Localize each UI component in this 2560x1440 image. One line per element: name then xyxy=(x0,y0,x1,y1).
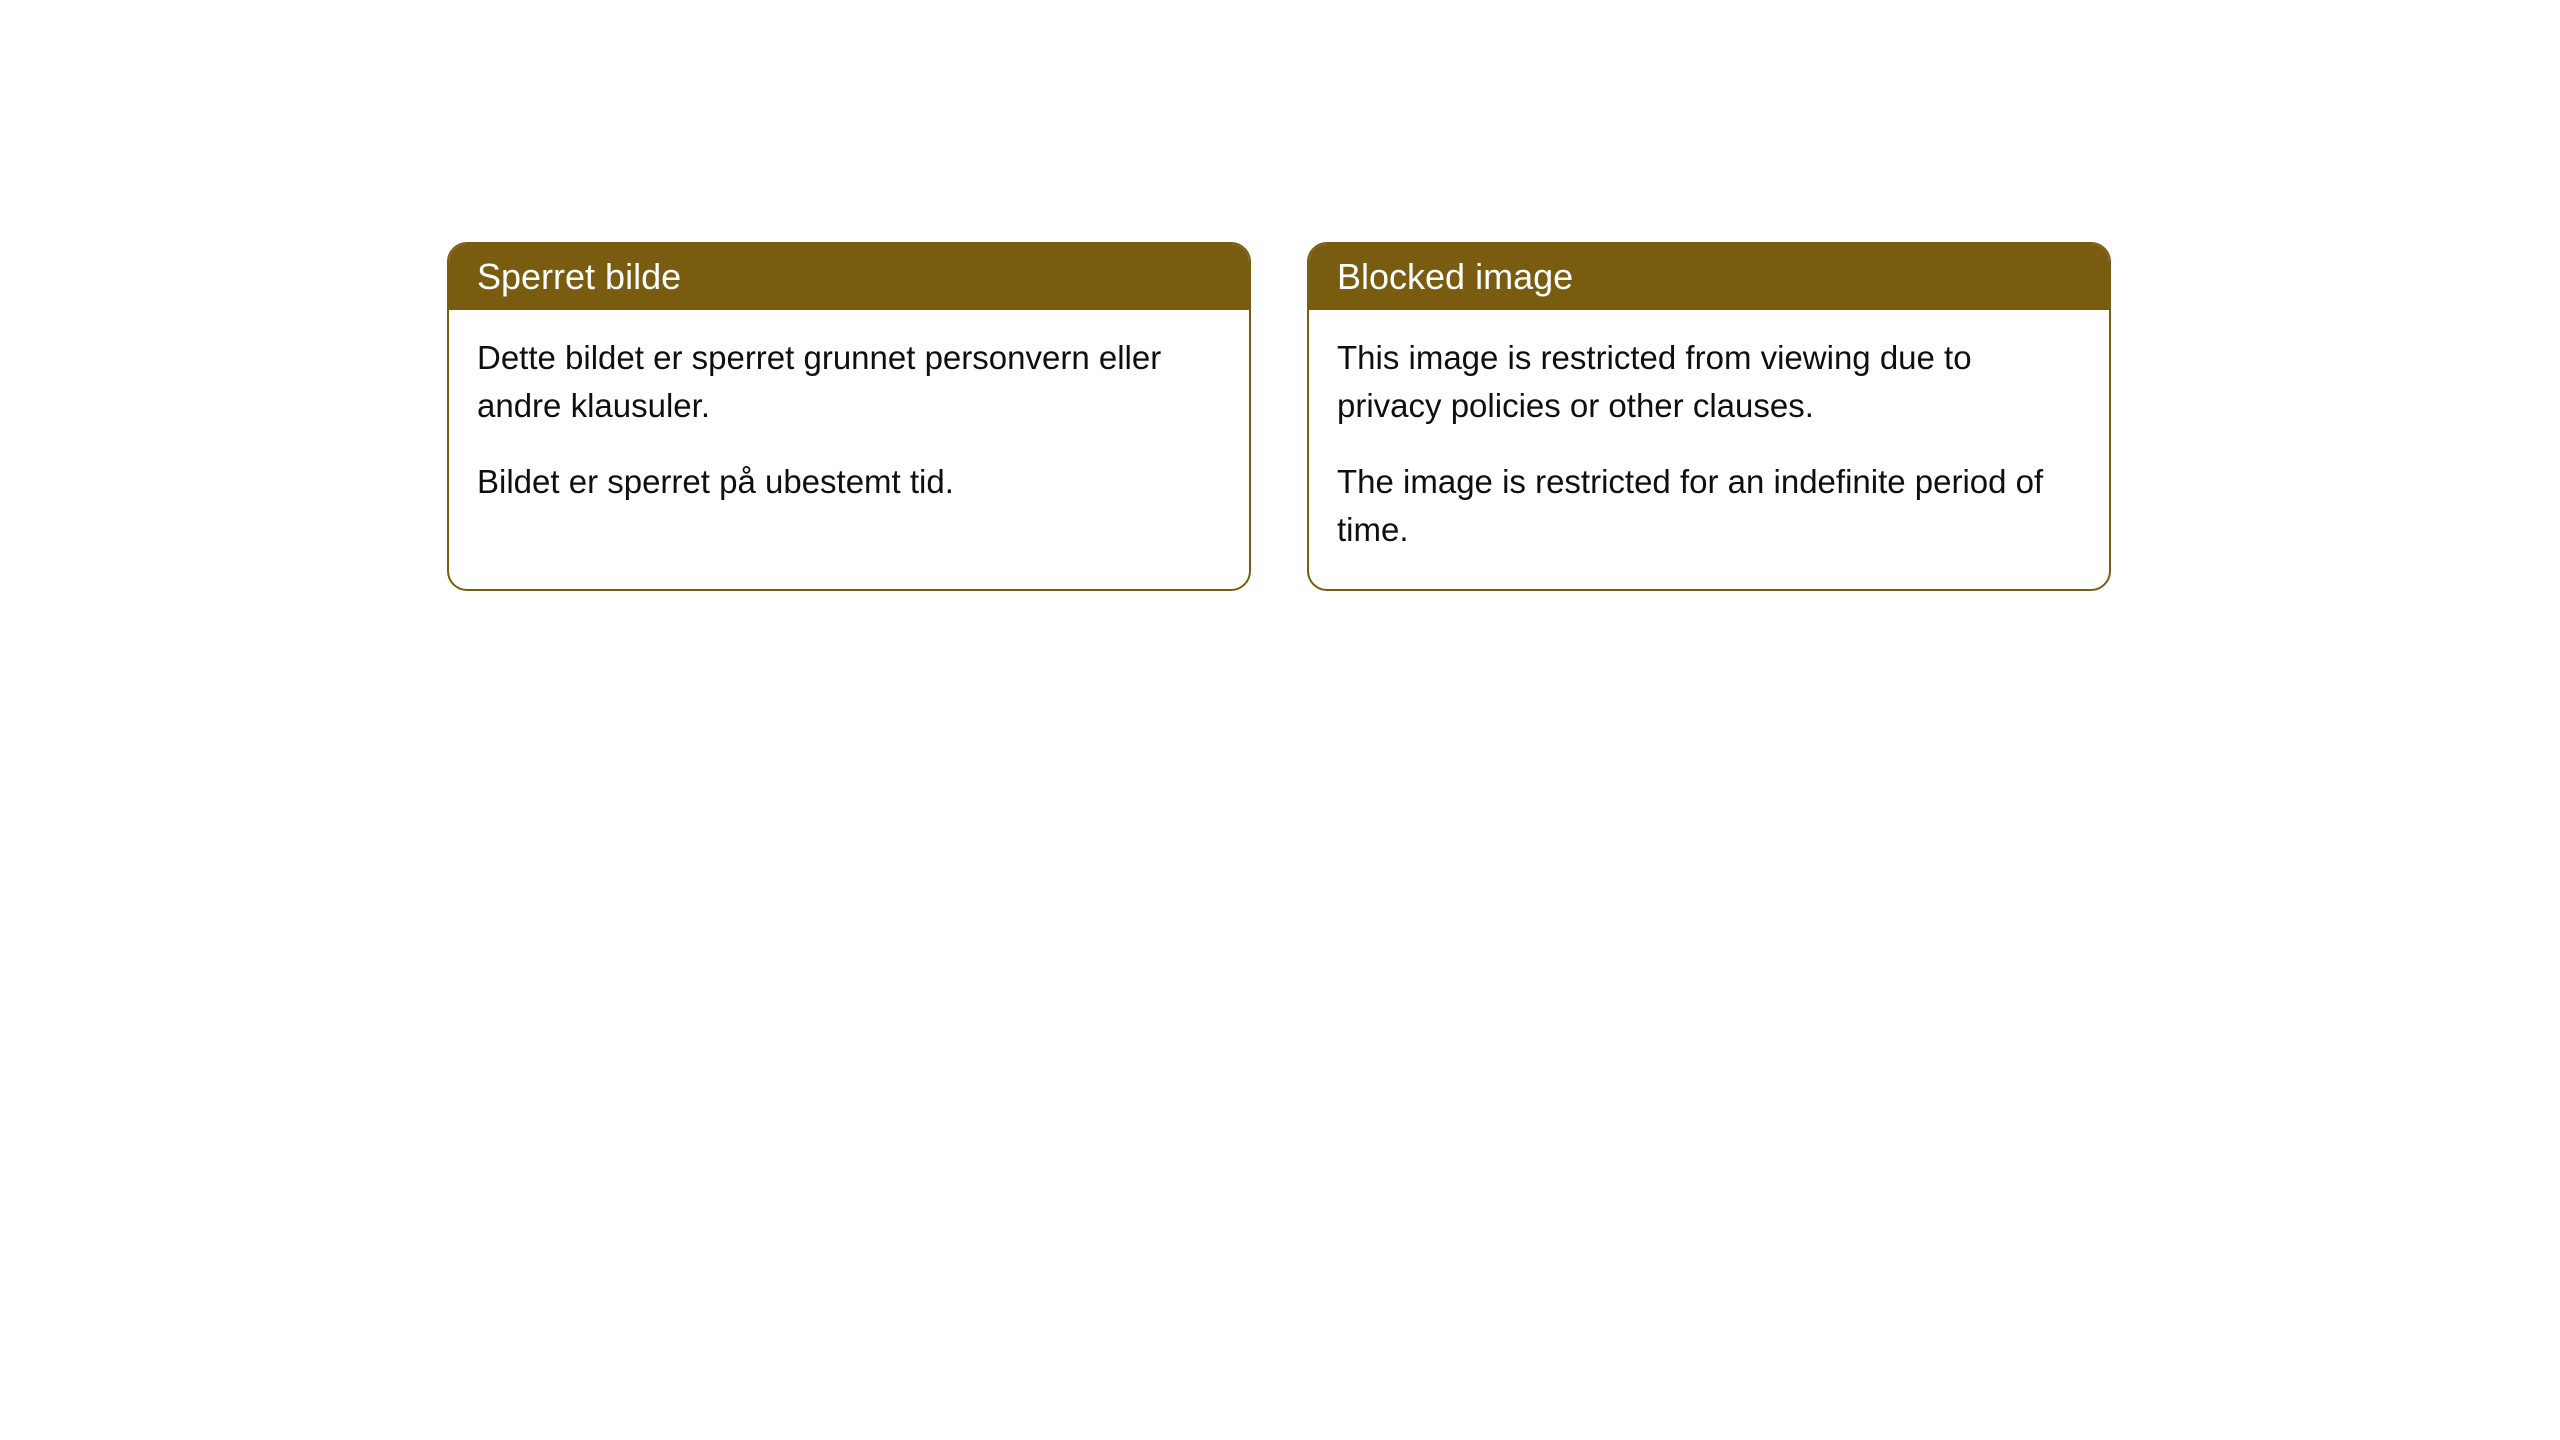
notice-paragraph: This image is restricted from viewing du… xyxy=(1337,334,2081,430)
notice-paragraph: The image is restricted for an indefinit… xyxy=(1337,458,2081,554)
notice-card-norwegian: Sperret bilde Dette bildet er sperret gr… xyxy=(447,242,1251,591)
notice-paragraph: Dette bildet er sperret grunnet personve… xyxy=(477,334,1221,430)
notice-body: Dette bildet er sperret grunnet personve… xyxy=(449,310,1249,542)
notice-header: Blocked image xyxy=(1309,244,2109,310)
notice-header: Sperret bilde xyxy=(449,244,1249,310)
notice-paragraph: Bildet er sperret på ubestemt tid. xyxy=(477,458,1221,506)
notice-body: This image is restricted from viewing du… xyxy=(1309,310,2109,589)
notice-title: Blocked image xyxy=(1337,256,1573,297)
notice-card-english: Blocked image This image is restricted f… xyxy=(1307,242,2111,591)
notice-container: Sperret bilde Dette bildet er sperret gr… xyxy=(0,0,2560,591)
notice-title: Sperret bilde xyxy=(477,256,681,297)
